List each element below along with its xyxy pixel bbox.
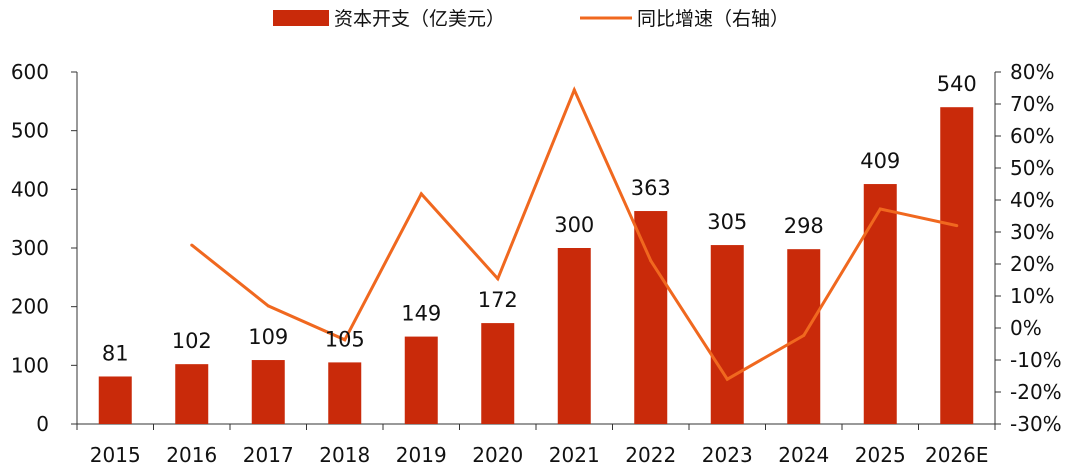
legend-label-line: 同比增速（右轴）	[637, 8, 789, 30]
x-tick-label: 2021	[549, 443, 600, 467]
bar-series	[98, 107, 974, 424]
right-tick-label: 40%	[1010, 188, 1054, 212]
bar	[481, 323, 515, 424]
data-label: 305	[707, 210, 747, 234]
data-label: 102	[172, 329, 212, 353]
right-tick-label: 10%	[1010, 284, 1054, 308]
bar	[328, 362, 362, 424]
right-tick-label: 20%	[1010, 252, 1054, 276]
growth-point	[878, 207, 882, 211]
data-label: 109	[248, 325, 288, 349]
bar	[404, 336, 438, 424]
growth-point	[496, 277, 500, 281]
right-tick-label: 0%	[1010, 316, 1042, 340]
legend: 资本开支（亿美元） 同比增速（右轴）	[273, 8, 789, 30]
bar	[251, 360, 285, 424]
left-tick-label: 600	[11, 60, 49, 84]
right-tick-label: 70%	[1010, 92, 1054, 116]
growth-point	[343, 338, 347, 342]
bar	[557, 248, 591, 424]
growth-point	[802, 333, 806, 337]
data-label: 81	[102, 341, 129, 365]
x-tick-label: 2017	[243, 443, 294, 467]
growth-point	[266, 304, 270, 308]
right-tick-label: 60%	[1010, 124, 1054, 148]
data-label: 363	[631, 176, 671, 200]
bar	[710, 245, 744, 424]
x-tick-label: 2015	[90, 443, 141, 467]
growth-point	[572, 88, 576, 92]
data-label: 105	[325, 327, 365, 351]
x-tick-label: 2023	[702, 443, 753, 467]
left-tick-label: 400	[11, 177, 49, 201]
bar	[634, 211, 668, 424]
data-label: 298	[784, 214, 824, 238]
data-labels: 81 102 109 105 149 172 300 363 305 298 409 540	[102, 72, 977, 365]
x-tick-label: 2025	[855, 443, 906, 467]
right-tick-label: 80%	[1010, 60, 1054, 84]
bar	[863, 184, 897, 424]
legend-label-bar: 资本开支（亿美元）	[334, 8, 505, 30]
growth-point	[955, 224, 959, 228]
growth-point	[419, 192, 423, 196]
legend-swatch-bar	[273, 10, 329, 26]
left-tick-label: 300	[11, 236, 49, 260]
growth-point	[649, 259, 653, 263]
left-tick-label: 500	[11, 119, 49, 143]
growth-point	[725, 377, 729, 381]
growth-point	[190, 243, 194, 247]
x-tick-label: 2018	[319, 443, 370, 467]
right-tick-label: -20%	[1010, 380, 1062, 404]
bar	[175, 364, 209, 424]
right-tick-label: 50%	[1010, 156, 1054, 180]
left-tick-label: 0	[36, 412, 49, 436]
right-tick-label: 30%	[1010, 220, 1054, 244]
bar	[940, 107, 974, 424]
data-label: 149	[401, 302, 441, 326]
x-tick-label: 2026E	[925, 443, 989, 467]
left-tick-label: 100	[11, 353, 49, 377]
right-tick-label: -30%	[1010, 412, 1062, 436]
data-label: 540	[937, 72, 977, 96]
x-tick-label: 2019	[396, 443, 447, 467]
x-tick-label: 2020	[472, 443, 523, 467]
x-tick-label: 2022	[625, 443, 676, 467]
bar	[98, 376, 132, 424]
axes: 0 100 200 300 400 500 600 -30% -20% -10% 0% 10% 20% 3…	[11, 60, 1062, 467]
x-tick-label: 2024	[778, 443, 829, 467]
data-label: 300	[554, 213, 594, 237]
growth-line-series	[190, 86, 959, 382]
data-label: 409	[860, 149, 900, 173]
left-tick-label: 200	[11, 295, 49, 319]
right-tick-label: -10%	[1010, 348, 1062, 372]
x-tick-label: 2016	[166, 443, 217, 467]
data-label: 172	[478, 288, 518, 312]
